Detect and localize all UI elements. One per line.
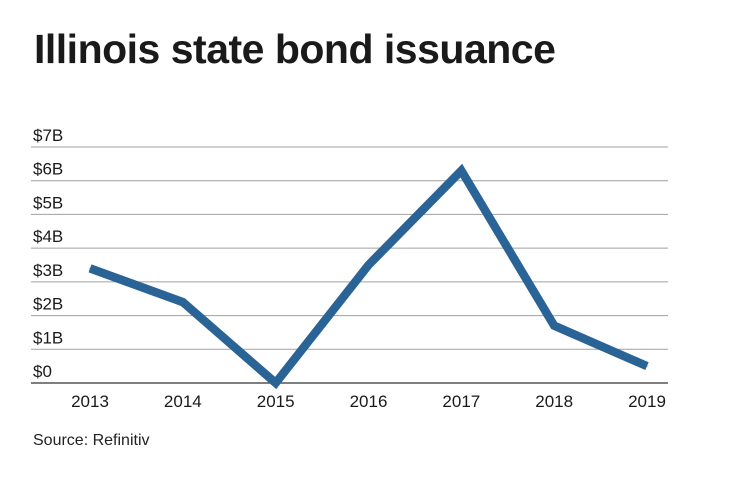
series-line — [88, 163, 649, 390]
y-tick-label: $7B — [33, 126, 63, 145]
x-tick-label: 2019 — [628, 392, 666, 411]
y-tick-label: $5B — [33, 193, 63, 212]
y-axis-tick-labels: $0 $1B $2B $3B $4B $5B $6B $7B — [33, 126, 63, 381]
data-point — [275, 382, 277, 384]
series-layer — [88, 163, 649, 390]
y-tick-label: $3B — [33, 261, 63, 280]
chart-title: Illinois state bond issuance — [34, 26, 556, 72]
x-tick-label: 2016 — [350, 392, 388, 411]
y-tick-label: $6B — [33, 160, 63, 179]
data-point — [368, 264, 369, 266]
x-tick-label: 2014 — [164, 392, 202, 411]
x-tick-label: 2017 — [442, 392, 480, 411]
x-tick-label: 2013 — [71, 392, 109, 411]
x-tick-label: 2015 — [257, 392, 295, 411]
y-tick-label: $2B — [33, 295, 63, 314]
data-point — [182, 301, 184, 303]
x-tick-label: 2018 — [535, 392, 573, 411]
y-tick-label: $1B — [33, 328, 63, 347]
source-note: Source: Refinitiv — [33, 432, 150, 449]
x-axis-tick-labels: 2013 2014 2015 2016 2017 2018 2019 — [71, 392, 666, 411]
y-tick-label: $4B — [33, 227, 63, 246]
data-point — [460, 170, 462, 172]
data-point — [89, 267, 91, 269]
data-point — [553, 325, 555, 327]
gridlines — [31, 146, 668, 384]
data-point — [646, 365, 648, 367]
y-tick-label: $0 — [33, 362, 52, 381]
